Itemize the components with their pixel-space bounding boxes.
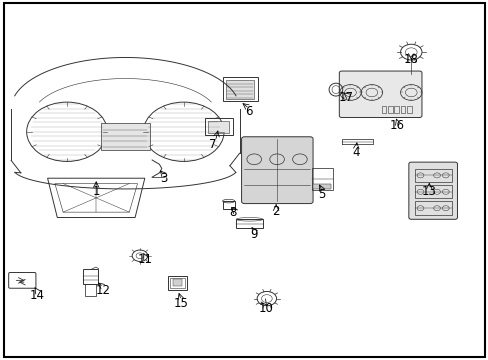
Text: 17: 17 <box>338 91 353 104</box>
Bar <box>393 107 398 113</box>
FancyBboxPatch shape <box>339 71 421 117</box>
Text: 11: 11 <box>137 253 152 266</box>
Text: 18: 18 <box>403 53 418 66</box>
Text: 16: 16 <box>389 119 405 132</box>
Bar <box>85 284 96 296</box>
FancyBboxPatch shape <box>241 137 312 203</box>
Text: 1: 1 <box>92 185 100 198</box>
Text: 3: 3 <box>160 172 167 185</box>
Bar <box>222 77 257 102</box>
Bar <box>414 185 451 198</box>
Bar <box>225 80 254 99</box>
Bar <box>204 118 232 135</box>
FancyBboxPatch shape <box>408 162 457 219</box>
Bar <box>312 184 330 189</box>
Bar <box>170 278 184 288</box>
Text: 8: 8 <box>229 206 237 219</box>
Text: 6: 6 <box>245 105 253 118</box>
Bar <box>414 168 451 182</box>
Text: 5: 5 <box>318 188 325 201</box>
Text: 2: 2 <box>272 205 279 218</box>
Bar <box>414 202 451 215</box>
Bar <box>101 123 149 150</box>
Text: 14: 14 <box>30 288 45 302</box>
Bar <box>236 219 263 228</box>
Bar <box>381 107 386 113</box>
Bar <box>207 121 229 133</box>
Bar <box>83 269 98 284</box>
Text: 9: 9 <box>250 228 258 241</box>
Text: 15: 15 <box>174 297 188 310</box>
Text: 4: 4 <box>352 146 359 159</box>
Text: 12: 12 <box>96 284 111 297</box>
Text: 13: 13 <box>421 185 436 198</box>
Bar <box>311 168 332 190</box>
Text: 10: 10 <box>259 302 273 315</box>
Bar <box>406 107 411 113</box>
Bar <box>172 279 182 287</box>
Text: 7: 7 <box>209 138 216 151</box>
Bar <box>222 201 234 209</box>
Bar <box>387 107 392 113</box>
Bar <box>400 107 405 113</box>
Bar <box>167 276 187 290</box>
